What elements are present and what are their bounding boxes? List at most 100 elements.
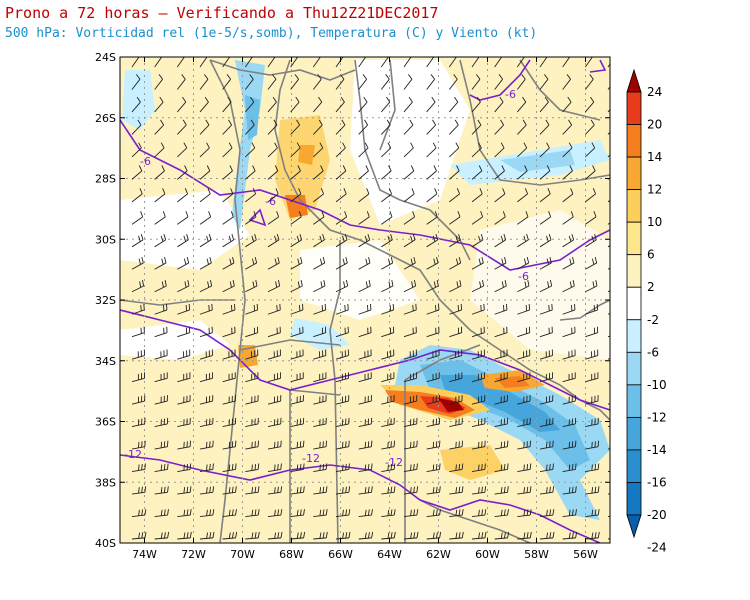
wind-barb <box>539 147 550 158</box>
wind-barb <box>335 332 349 338</box>
wind-barb-feather <box>163 234 167 241</box>
wind-barb <box>199 216 211 225</box>
wind-barb <box>177 491 191 495</box>
wind-barb-feather <box>413 509 416 516</box>
wind-barb <box>199 262 212 270</box>
wind-barb-feather <box>500 464 503 471</box>
wind-barb <box>403 124 414 135</box>
white-area <box>350 60 470 225</box>
wind-barb-feather <box>500 487 503 494</box>
wind-barb <box>517 491 531 495</box>
wind-barb-feather <box>591 532 594 539</box>
wind-barb <box>222 262 235 270</box>
wind-barb-feather <box>618 464 619 470</box>
wind-barb-feather <box>319 142 324 149</box>
colorbar-segment <box>626 482 642 516</box>
wind-barb <box>403 469 417 473</box>
wind-barb-feather <box>503 234 507 241</box>
wind-barb <box>177 216 189 225</box>
wind-barb <box>358 423 372 428</box>
wind-barb <box>313 216 325 225</box>
wind-barb-feather <box>416 463 418 470</box>
wind-barb <box>471 239 484 248</box>
wind-barb <box>539 216 551 225</box>
wind-barb-feather <box>257 509 260 516</box>
wind-barb-feather <box>413 532 416 539</box>
wind-barb <box>562 400 576 405</box>
wind-barb-feather <box>618 257 619 263</box>
wind-barb-feather <box>411 188 415 195</box>
wind-barb-feather <box>183 258 187 265</box>
wind-barb <box>494 124 504 135</box>
wind-barb-feather <box>547 188 551 195</box>
wind-barb <box>426 147 437 158</box>
wind-barb <box>449 355 462 360</box>
colorbar-segment <box>626 384 642 418</box>
wind-barb-feather <box>543 74 549 80</box>
wind-barb-feather <box>552 509 555 516</box>
wind-barb <box>335 355 349 360</box>
wind-barb-feather <box>507 486 509 493</box>
wind-barb-feather <box>367 463 370 471</box>
wind-barb-feather <box>206 165 211 172</box>
wind-barb-feather <box>209 509 212 516</box>
wind-barb-feather <box>501 258 504 265</box>
wind-barb-feather <box>523 142 528 149</box>
wind-barb <box>131 124 142 135</box>
wind-barb <box>131 400 145 405</box>
wind-barb <box>562 537 576 540</box>
wind-barb <box>539 101 549 113</box>
wind-barb-feather <box>235 463 237 470</box>
wind-barb <box>222 514 236 517</box>
wind-barb <box>426 57 435 68</box>
wind-barb-feather <box>592 165 596 172</box>
wind-barb-feather <box>407 74 413 80</box>
wind-barb <box>313 446 327 450</box>
wind-barb-feather <box>203 74 209 80</box>
wind-barb-feather <box>323 280 326 287</box>
wind-barb <box>517 239 529 248</box>
wind-barb-feather <box>615 465 616 471</box>
wind-barb-feather <box>144 509 147 516</box>
wind-barb <box>426 469 440 473</box>
wind-barb <box>358 147 369 158</box>
wind-barb <box>199 332 213 338</box>
wind-barb <box>177 423 191 428</box>
colorbar: 24 20 14 12 10 6 2 -2 -6 -10 -12 -14 -16 -20 -24 <box>626 68 667 555</box>
wind-barb-feather <box>500 119 505 126</box>
wind-barb <box>607 131 610 135</box>
wind-barb <box>562 514 576 517</box>
wind-barb <box>290 147 301 158</box>
wind-barb-feather <box>393 486 396 493</box>
wind-barb-feather <box>484 463 486 470</box>
wind-barb <box>585 124 595 135</box>
wind-barb-feather <box>181 52 185 57</box>
wind-barb-feather <box>615 259 616 265</box>
wind-barb-feather <box>138 235 141 242</box>
wind-barb <box>313 469 327 473</box>
wind-barb <box>199 469 213 473</box>
wind-barb-feather <box>552 486 555 493</box>
wind-barb-feather <box>385 52 389 57</box>
wind-barb-feather <box>277 509 280 516</box>
colorbar-label: -2 <box>647 313 659 327</box>
wind-barb-feather <box>365 281 368 288</box>
wind-barb-feather <box>141 257 144 264</box>
wind-barb <box>267 285 280 293</box>
wind-barb-feather <box>364 464 367 471</box>
wind-barb <box>358 446 372 450</box>
wind-barb <box>426 262 439 270</box>
wind-barb <box>131 57 140 68</box>
wind-barb <box>154 147 165 158</box>
wind-barb <box>222 124 232 135</box>
wind-barb <box>131 193 143 203</box>
wind-barb-feather <box>435 486 438 493</box>
wind-barb-feather <box>206 487 208 494</box>
wind-barb <box>426 216 438 225</box>
wind-barb <box>471 170 483 180</box>
wind-barb-feather <box>412 234 416 241</box>
wind-barb-feather <box>277 532 280 539</box>
wind-barb-feather <box>228 464 231 471</box>
wind-barb <box>177 262 189 270</box>
